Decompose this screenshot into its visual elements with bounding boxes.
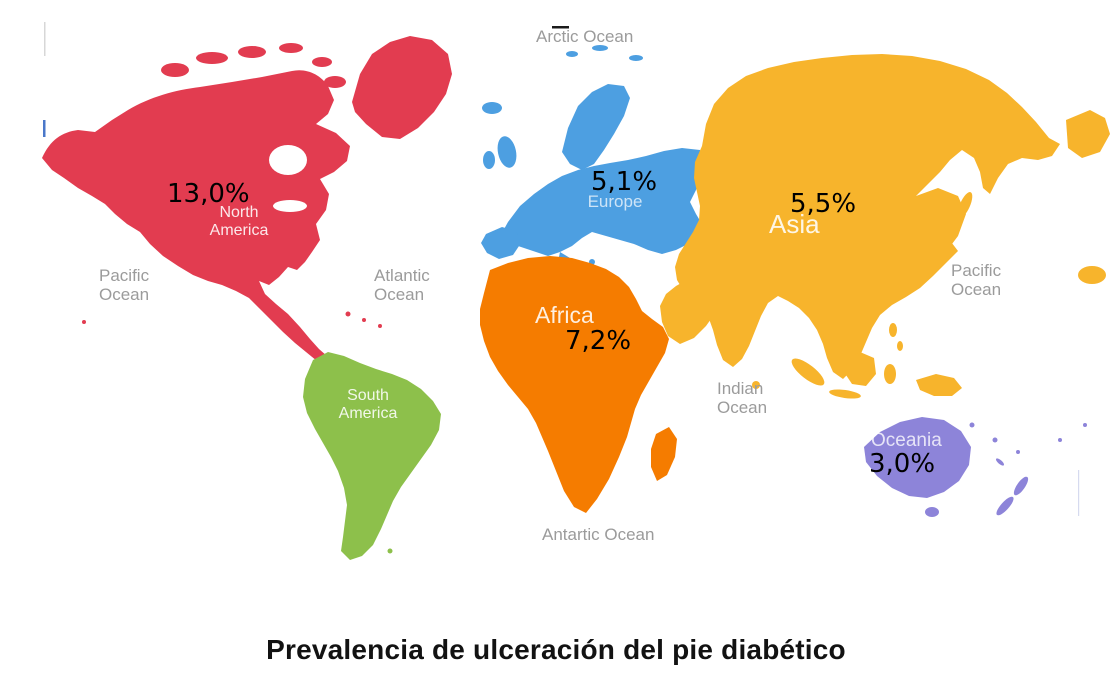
value-asia: 5,5% [790, 189, 857, 219]
value-africa: 7,2% [565, 326, 632, 356]
sakhalin [993, 150, 1001, 174]
ocean-label-atlantic: Atlantic Ocean [374, 266, 430, 305]
falkland-islands [387, 548, 393, 554]
continent-asia [660, 54, 1110, 399]
japan-island [930, 251, 944, 267]
continent-africa [480, 256, 677, 513]
page-title: Prevalencia de ulceración del pie diabét… [266, 634, 846, 665]
philippines [897, 341, 903, 351]
value-north-america: 13,0% [167, 179, 250, 209]
continent-north-america [42, 36, 452, 361]
ocean-label-antartic: Antartic Ocean [542, 525, 655, 544]
label-europe: Europe [587, 192, 643, 211]
north-america-arctic-island [312, 57, 332, 67]
value-oceania: 3,0% [869, 449, 936, 479]
svalbard-island [629, 55, 643, 61]
iceland [482, 102, 502, 114]
new-zealand-north [1013, 476, 1029, 496]
great-lakes [273, 200, 307, 212]
new-guinea [916, 374, 962, 396]
scandinavia [562, 84, 630, 170]
borneo [844, 352, 876, 386]
north-america-arctic-island [324, 76, 346, 88]
south-america-mainland [303, 352, 441, 560]
great-britain [497, 136, 517, 168]
madagascar [651, 427, 677, 481]
pacific-island [992, 437, 998, 443]
label-south-america: South America [338, 387, 398, 422]
pacific-island [1016, 450, 1020, 454]
new-zealand-south [996, 496, 1014, 516]
sumatra [791, 358, 825, 386]
europe-mainland [498, 148, 706, 256]
map-artifact-left-blue-tick [43, 120, 46, 137]
ocean-label-pacific-west: Pacific Ocean [99, 266, 150, 305]
tasmania [925, 507, 939, 517]
pacific-island [969, 422, 975, 428]
philippines [889, 323, 897, 337]
japan-island [957, 192, 973, 218]
north-america-arctic-island [161, 63, 189, 77]
ocean-label-arctic: Arctic Ocean [536, 27, 634, 46]
caribbean-island [362, 318, 366, 322]
north-america-arctic-island [196, 52, 228, 64]
ocean-label-indian: Indian Ocean [717, 379, 768, 418]
ocean-label-pacific-east: Pacific Ocean [951, 261, 1002, 300]
world-map [42, 22, 1110, 560]
label-oceania: Oceania [871, 430, 942, 451]
north-america-arctic-island [279, 43, 303, 53]
africa-mainland [480, 256, 669, 513]
map-artifact-meridian-line [1078, 470, 1080, 516]
north-america-mainland [42, 70, 350, 361]
new-caledonia [995, 458, 1005, 466]
asia-far-east-edge [1066, 110, 1110, 158]
continent-europe [481, 45, 706, 278]
svalbard-island [566, 51, 578, 57]
sulawesi [884, 364, 896, 384]
continent-oceania [864, 417, 1087, 517]
north-america-arctic-island [238, 46, 266, 58]
australia [864, 417, 971, 498]
asia-east-coast-fill [905, 188, 966, 278]
continent-south-america [303, 352, 441, 560]
pacific-island [1058, 438, 1062, 442]
hawaii-island [82, 320, 86, 324]
map-artifact-arctic-bar [552, 26, 569, 29]
label-africa: Africa [535, 302, 594, 328]
arabian-peninsula [660, 276, 722, 344]
pacific-island [1083, 423, 1087, 427]
sri-lanka [752, 381, 760, 389]
japan-island [941, 219, 959, 247]
ireland [483, 151, 495, 169]
hudson-bay [269, 145, 307, 175]
value-europe: 5,1% [591, 167, 658, 197]
asia-far-east-islands [1078, 266, 1106, 284]
svalbard-island [592, 45, 608, 51]
label-asia: Asia [769, 209, 820, 239]
iberian-peninsula [481, 227, 521, 259]
caribbean-island [345, 311, 351, 317]
greenland [352, 36, 452, 139]
java [829, 389, 861, 399]
asia-mainland [675, 54, 1060, 379]
label-north-america: North America [209, 204, 269, 239]
map-artifact-left-tick [44, 22, 46, 56]
caribbean-island [378, 324, 382, 328]
